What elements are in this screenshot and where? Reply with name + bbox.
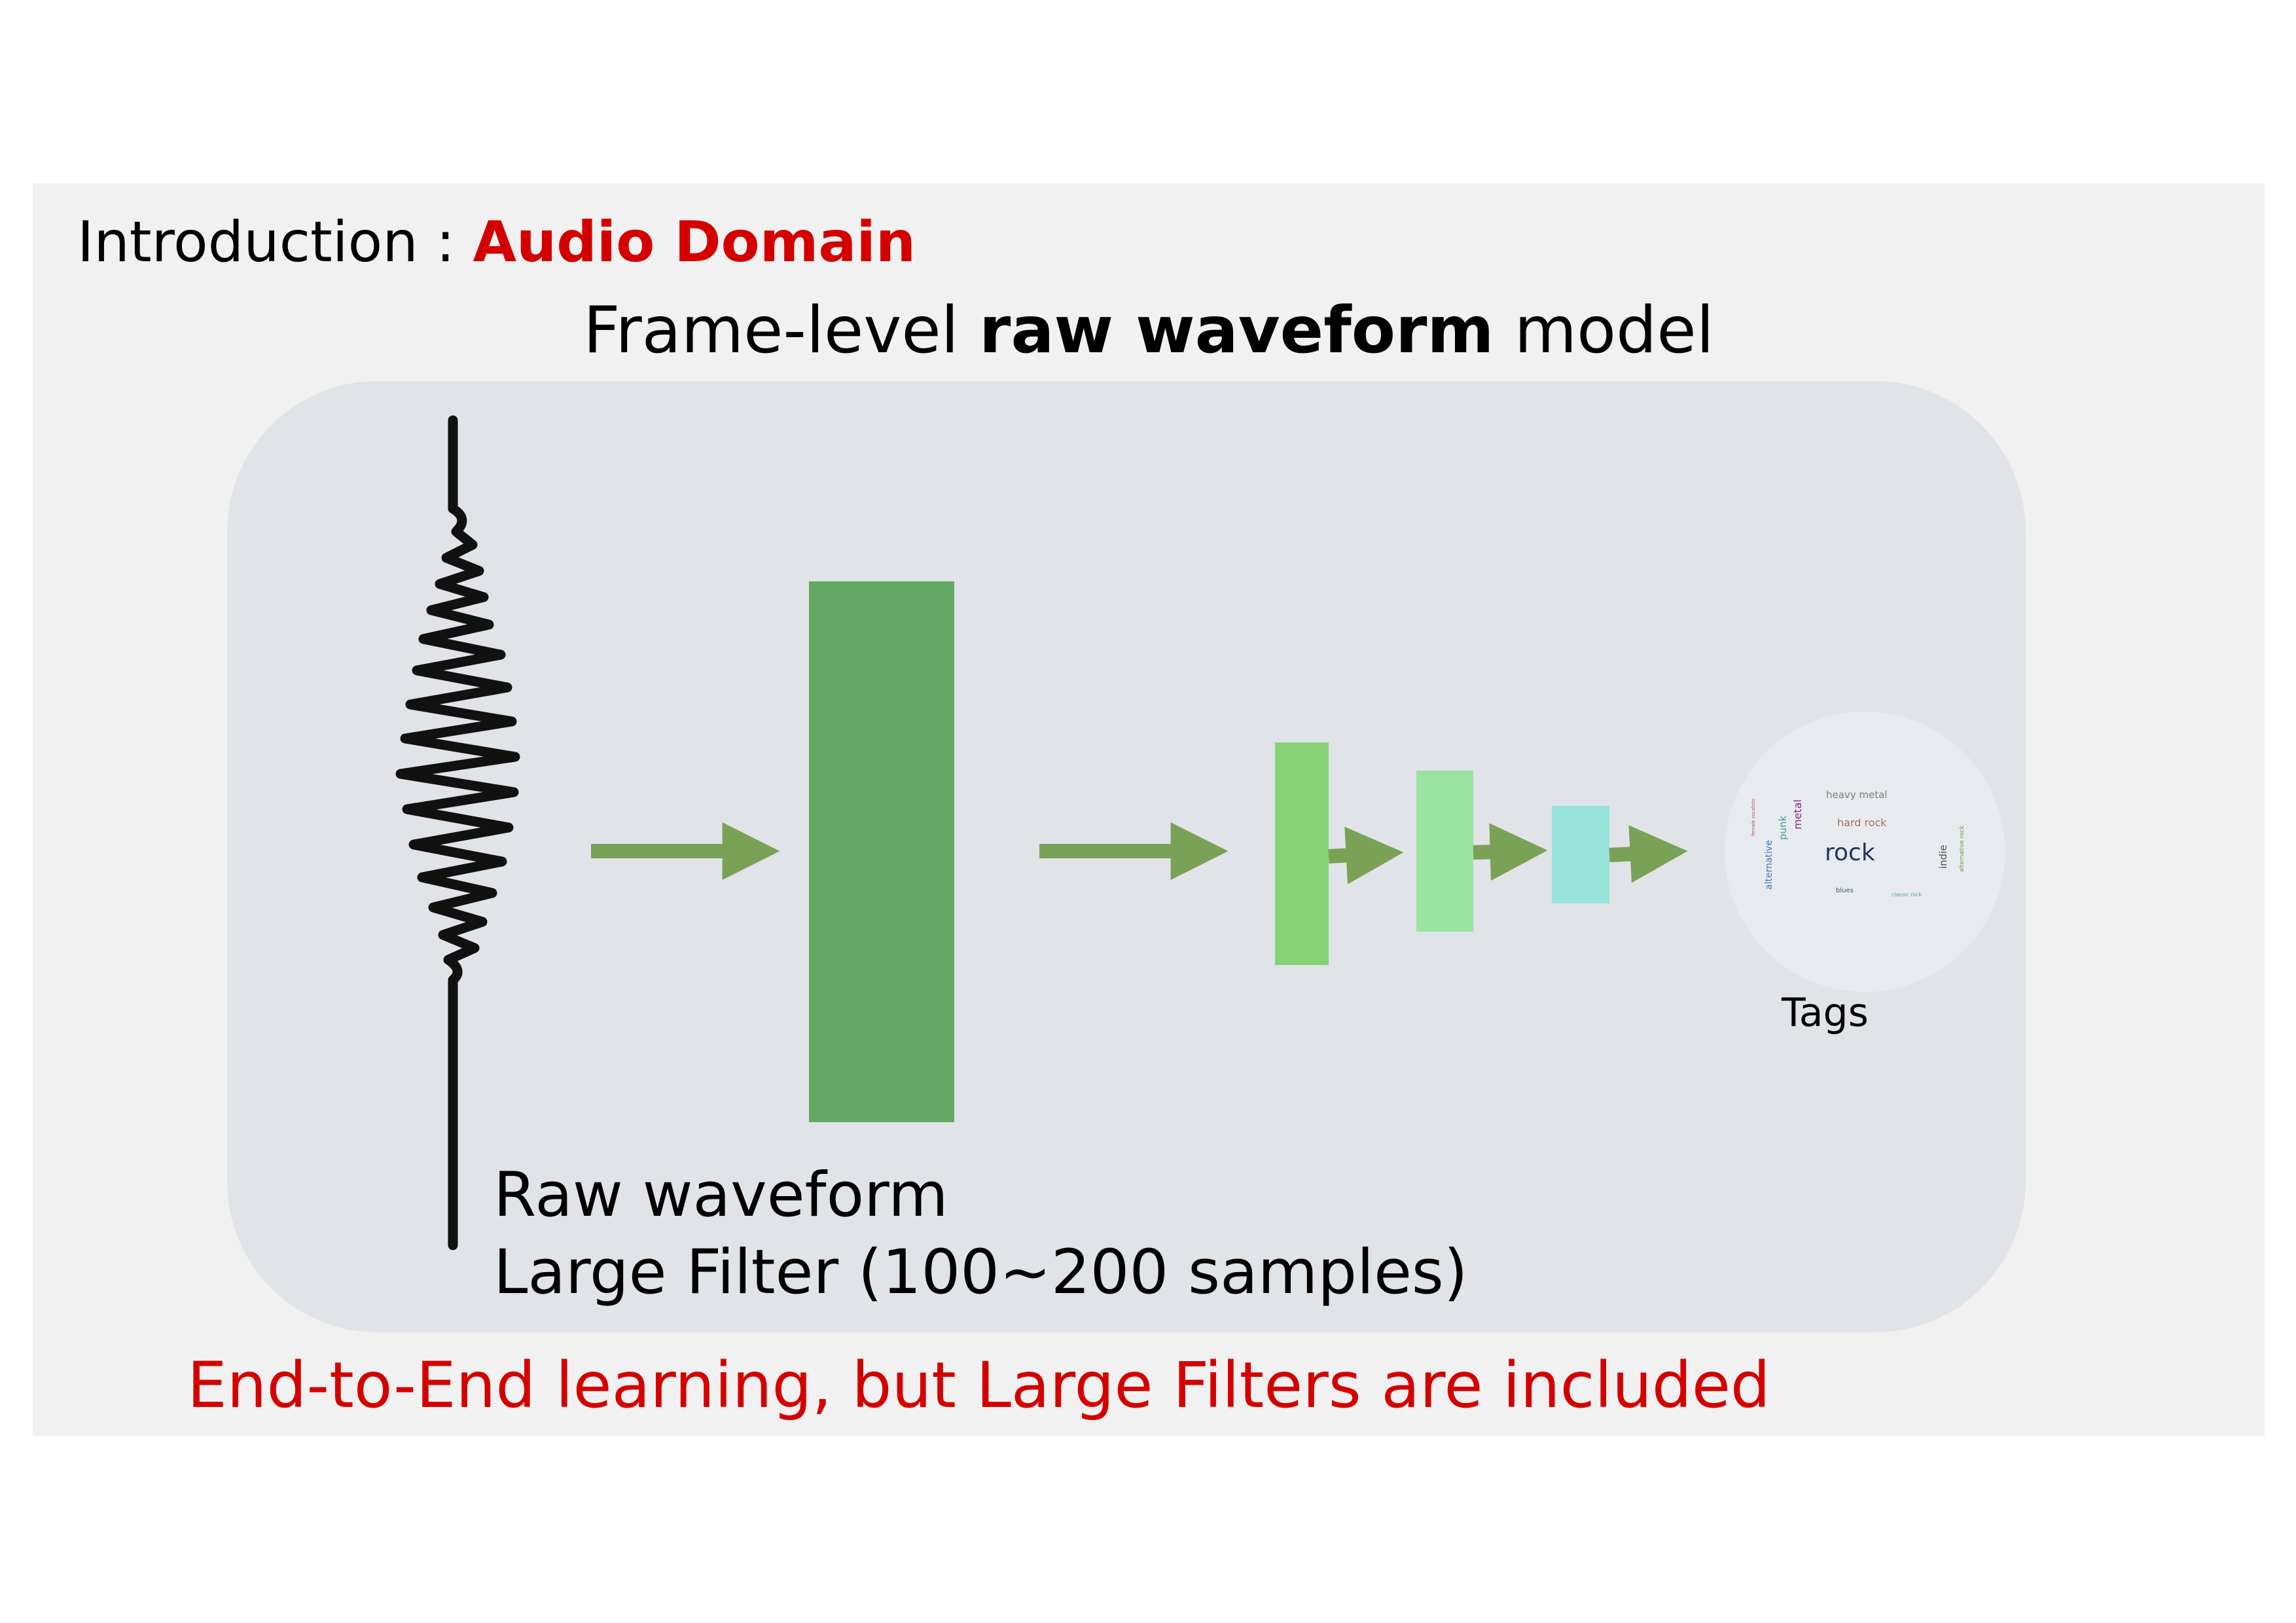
tag-female-vocalists: female vocalists: [1751, 799, 1756, 836]
footer-note: End-to-End learning, but Large Filters a…: [187, 1349, 1770, 1422]
caption-line-1: Raw waveform: [493, 1159, 948, 1231]
diagram-title: Frame-level raw waveform model: [33, 293, 2265, 368]
tag-alternative: alternative: [1764, 840, 1774, 890]
tag-heavy-metal: heavy metal: [1826, 789, 1888, 801]
title-post: model: [1494, 293, 1714, 368]
title-pre: Frame-level: [583, 293, 980, 368]
tag-classic-rock: classic rock: [1892, 892, 1922, 898]
heading-accent: Audio Domain: [473, 210, 916, 275]
arrow-layer2-to-layer3: [1473, 823, 1548, 881]
tag-rock: rock: [1825, 839, 1875, 866]
waveform-caption: Raw waveform Large Filter (100~200 sampl…: [493, 1157, 1468, 1311]
tag-metal: metal: [1791, 799, 1804, 830]
tags-label: Tags: [1782, 990, 1869, 1036]
slide: Introduction : Audio Domain Frame-level …: [33, 183, 2265, 1436]
conv-layer-2: [1416, 771, 1473, 932]
tag-indie: indie: [1937, 845, 1949, 869]
tag-punk: punk: [1777, 815, 1789, 840]
large-filter-block: [809, 581, 954, 1122]
slide-heading: Introduction : Audio Domain: [77, 210, 916, 275]
conv-layer-1: [1275, 742, 1329, 965]
tag-hard-rock: hard rock: [1837, 816, 1887, 829]
diagram-panel: heavy metal hard rock rock metal punk al…: [227, 381, 2026, 1332]
title-bold: raw waveform: [979, 293, 1494, 368]
diagram-canvas: [395, 415, 1688, 1250]
tag-blues: blues: [1836, 887, 1854, 894]
tag-cloud: heavy metal hard rock rock metal punk al…: [1725, 712, 2005, 992]
caption-line-2: Large Filter (100~200 samples): [493, 1237, 1468, 1308]
conv-layer-3: [1552, 806, 1609, 903]
raw-waveform-glyph: [395, 415, 520, 1250]
arrow-layer1-to-layer2: [1328, 826, 1404, 884]
arrow-to-tags: [1609, 825, 1688, 883]
heading-prefix: Introduction :: [77, 210, 473, 275]
tag-alternative-rock: alternative rock: [1959, 826, 1965, 872]
